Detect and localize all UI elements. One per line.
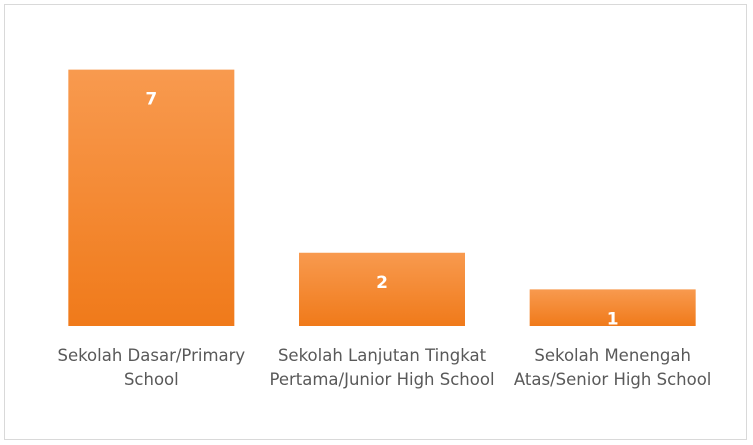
bar xyxy=(299,252,465,326)
x-tick-label: Sekolah Dasar/Primary School xyxy=(57,346,246,389)
bar xyxy=(529,289,696,326)
chart-border xyxy=(4,4,747,440)
bar-value-label: 7 xyxy=(145,90,157,110)
x-tick-label: Sekolah Menengah Atas/Senior High School xyxy=(513,346,712,389)
bar xyxy=(68,69,235,326)
bar-value-label: 2 xyxy=(376,273,388,293)
bar-value-label: 1 xyxy=(607,309,619,329)
x-tick-label: Sekolah Lanjutan Tingkat Pertama/Junior … xyxy=(269,346,495,389)
